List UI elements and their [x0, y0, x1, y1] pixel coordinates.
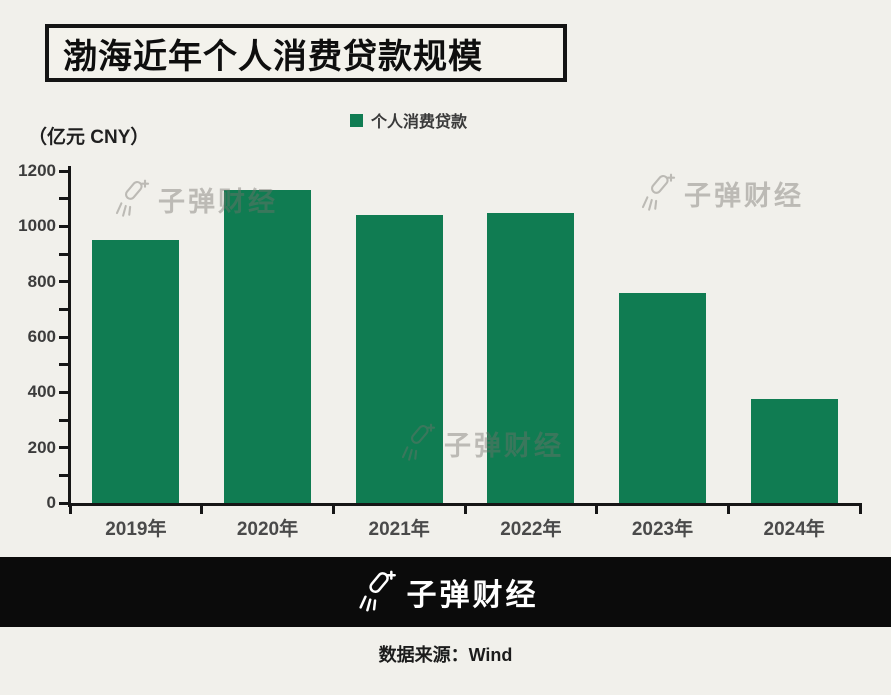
bullet-rocket-icon: [115, 179, 150, 217]
bar: [487, 212, 575, 503]
x-tick: [331, 506, 335, 514]
brand-name: 子弹财经: [406, 579, 539, 612]
x-tick: [595, 506, 599, 514]
watermark: 子弹财经: [110, 178, 278, 220]
chart-title-box: 渤海近年个人消费贷款规模: [45, 24, 567, 82]
bar: [750, 399, 838, 503]
y-tick: [59, 418, 68, 422]
y-tick: [59, 280, 68, 284]
bullet-rocket-icon: [641, 173, 676, 211]
bar: [619, 292, 706, 503]
watermark: 子弹财经: [636, 172, 804, 214]
y-tick: [59, 335, 68, 339]
brand-footer: 子弹财经: [0, 557, 891, 627]
x-tick: [200, 506, 204, 514]
legend-swatch-icon: [350, 113, 363, 127]
y-axis-unit-label: （亿元 CNY）: [28, 127, 150, 148]
x-axis-line: [68, 503, 862, 506]
x-axis-label: 2020年: [236, 519, 299, 540]
x-axis-label: 2024年: [763, 519, 825, 540]
chart-title: 渤海近年个人消费贷款规模: [63, 37, 483, 76]
bar: [224, 190, 311, 503]
y-tick: [59, 446, 68, 450]
watermark-text: 子弹财经: [444, 430, 564, 461]
y-tick-label: 200: [27, 437, 56, 457]
y-tick-label: 0: [46, 493, 56, 512]
bullet-rocket-icon: [358, 570, 396, 612]
watermark-text: 子弹财经: [684, 180, 804, 211]
x-tick: [858, 506, 862, 514]
watermark-text: 子弹财经: [158, 186, 278, 217]
y-tick-label: 800: [27, 271, 56, 291]
x-axis-label: 2022年: [500, 519, 562, 540]
y-tick: [59, 252, 68, 256]
x-tick: [463, 506, 467, 514]
y-tick: [59, 473, 68, 477]
y-axis-line: [68, 166, 71, 507]
x-tick: [68, 506, 72, 514]
x-axis-label: 2023年: [631, 519, 694, 540]
watermark: 子弹财经: [396, 422, 564, 464]
y-tick: [59, 363, 68, 367]
x-axis-label: 2021年: [368, 519, 430, 540]
legend-label: 个人消费贷款: [371, 114, 468, 131]
bar: [355, 215, 443, 503]
y-tick-label: 1000: [18, 216, 56, 236]
legend: 个人消费贷款: [350, 108, 467, 132]
y-tick: [59, 390, 68, 394]
data-source-line: 数据来源：Wind: [378, 645, 513, 665]
y-tick: [59, 224, 68, 228]
y-tick: [59, 197, 68, 201]
y-tick-label: 600: [27, 327, 56, 346]
y-tick: [59, 169, 68, 173]
bar: [92, 240, 180, 503]
y-tick-label: 1200: [18, 161, 56, 180]
y-tick-label: 400: [27, 382, 56, 402]
bullet-rocket-icon: [401, 423, 436, 461]
y-tick: [59, 501, 68, 505]
x-axis-label: 2019年: [105, 519, 167, 540]
y-tick: [59, 307, 68, 311]
x-tick: [726, 506, 730, 514]
